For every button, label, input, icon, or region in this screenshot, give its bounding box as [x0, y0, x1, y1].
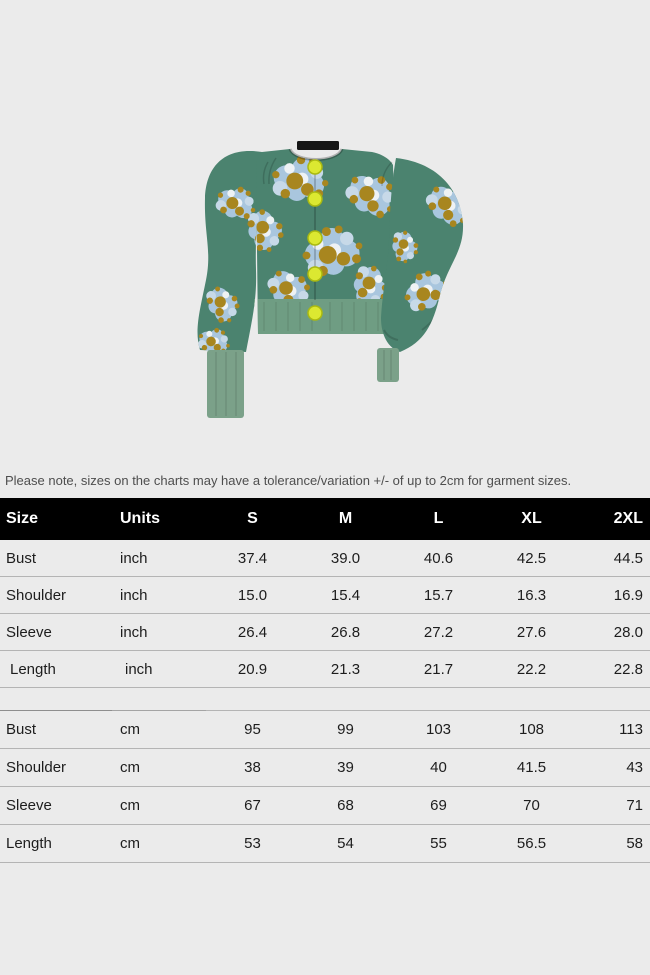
- size-chart-header: Size Units S M L XL 2XL: [0, 498, 650, 540]
- cell: 53: [206, 824, 299, 863]
- cell: [206, 687, 299, 711]
- row-units: cm: [112, 748, 206, 787]
- column-header-m: M: [299, 498, 392, 540]
- column-header-xl: XL: [485, 498, 578, 540]
- cell: 67: [206, 786, 299, 825]
- row-units: cm: [112, 710, 206, 749]
- cell: 16.3: [485, 576, 578, 614]
- buttons: [307, 159, 323, 321]
- collar-tape: [297, 141, 339, 150]
- cell: 41.5: [485, 748, 578, 787]
- cell: 26.4: [206, 613, 299, 651]
- cell: 71: [578, 786, 650, 825]
- table-row-shoulder-inch: Shoulder inch 15.0 15.4 15.7 16.3 16.9: [0, 576, 650, 614]
- cell: 108: [485, 710, 578, 749]
- cell: 58: [578, 824, 650, 863]
- cell: 37.4: [206, 540, 299, 577]
- table-row-bust-inch: Bust inch 37.4 39.0 40.6 42.5 44.5: [0, 540, 650, 577]
- tolerance-note: Please note, sizes on the charts may hav…: [5, 473, 572, 488]
- cell: 26.8: [299, 613, 392, 651]
- table-row-sleeve-cm: Sleeve cm 67 68 69 70 71: [0, 786, 650, 825]
- cell: 99: [299, 710, 392, 749]
- cell: 16.9: [578, 576, 650, 614]
- cell: 55: [392, 824, 485, 863]
- cell: [578, 687, 650, 711]
- header-row: Size Units S M L XL 2XL: [0, 498, 650, 540]
- cell: [299, 687, 392, 711]
- cell: 15.7: [392, 576, 485, 614]
- spacer-row: [0, 687, 650, 711]
- cell: 40: [392, 748, 485, 787]
- cell: 69: [392, 786, 485, 825]
- cardigan-product-image: [197, 141, 464, 418]
- right-cuff: [377, 348, 399, 382]
- column-header-units: Units: [112, 498, 206, 540]
- cell: 21.7: [392, 650, 485, 688]
- row-units: cm: [112, 824, 206, 863]
- cell: 42.5: [485, 540, 578, 577]
- row-label: Shoulder: [0, 748, 112, 787]
- body-floral-pattern: [197, 152, 397, 352]
- row-label: Length: [0, 824, 112, 863]
- cell: [0, 687, 112, 711]
- cell: 70: [485, 786, 578, 825]
- row-units: inch: [112, 576, 206, 614]
- cell: 56.5: [485, 824, 578, 863]
- table-row-bust-cm: Bust cm 95 99 103 108 113: [0, 710, 650, 749]
- table-row-length-inch: Length inch 20.9 21.3 21.7 22.2 22.8: [0, 650, 650, 688]
- left-cuff: [207, 350, 244, 418]
- column-header-l: L: [392, 498, 485, 540]
- cell: 103: [392, 710, 485, 749]
- row-label: Bust: [0, 710, 112, 749]
- cell: 27.2: [392, 613, 485, 651]
- cell: 21.3: [299, 650, 392, 688]
- cell: [485, 687, 578, 711]
- cell: 95: [206, 710, 299, 749]
- row-units: cm: [112, 786, 206, 825]
- row-label: Sleeve: [0, 613, 112, 651]
- column-header-2xl: 2XL: [578, 498, 650, 540]
- cell: 43: [578, 748, 650, 787]
- cell: 28.0: [578, 613, 650, 651]
- right-sleeve: [381, 158, 464, 352]
- row-label: Sleeve: [0, 786, 112, 825]
- row-label: Bust: [0, 540, 112, 577]
- cell: 15.0: [206, 576, 299, 614]
- row-label: Length: [0, 650, 112, 688]
- row-label: Shoulder: [0, 576, 112, 614]
- cell: 22.2: [485, 650, 578, 688]
- cell: [112, 687, 206, 711]
- row-units: inch: [112, 650, 206, 688]
- cell: 68: [299, 786, 392, 825]
- cell: 15.4: [299, 576, 392, 614]
- table-row-sleeve-inch: Sleeve inch 26.4 26.8 27.2 27.6 28.0: [0, 613, 650, 651]
- product-photo-area: [0, 0, 650, 472]
- column-header-s: S: [206, 498, 299, 540]
- table-row-shoulder-cm: Shoulder cm 38 39 40 41.5 43: [0, 748, 650, 787]
- size-chart-table: Size Units S M L XL 2XL Bust inch 37.4 3…: [0, 498, 650, 863]
- cell: 22.8: [578, 650, 650, 688]
- cell: 54: [299, 824, 392, 863]
- cell: 44.5: [578, 540, 650, 577]
- hem-band: [254, 299, 397, 334]
- cell: 113: [578, 710, 650, 749]
- table-row-length-cm: Length cm 53 54 55 56.5 58: [0, 824, 650, 863]
- cell: [392, 687, 485, 711]
- cell: 27.6: [485, 613, 578, 651]
- cell: 39: [299, 748, 392, 787]
- column-header-size: Size: [0, 498, 112, 540]
- cell: 40.6: [392, 540, 485, 577]
- row-units: inch: [112, 540, 206, 577]
- cell: 20.9: [206, 650, 299, 688]
- cell: 39.0: [299, 540, 392, 577]
- row-units: inch: [112, 613, 206, 651]
- cell: 38: [206, 748, 299, 787]
